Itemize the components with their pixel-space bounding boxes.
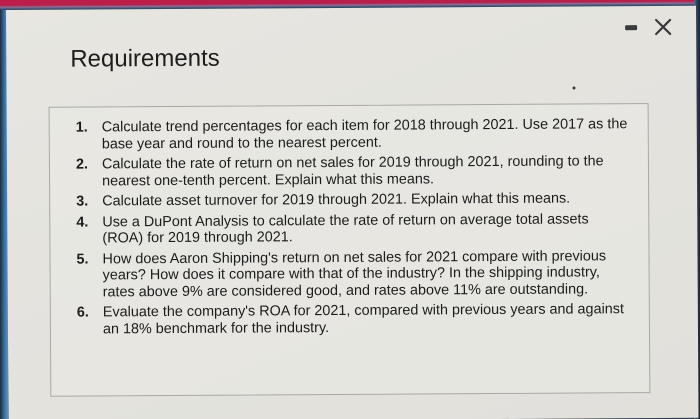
requirement-item: 1. Calculate trend percentages for each … [76,116,638,152]
requirement-number: 5. [76,251,89,268]
requirement-item: 5. How does Aaron Shipping's return on n… [76,248,638,301]
requirement-number: 2. [75,156,89,173]
requirement-number: 6. [76,304,89,321]
requirement-item: 6. Evaluate the company's ROA for 2021, … [77,301,639,337]
requirement-item: 4. Use a DuPont Analysis to calculate th… [76,211,638,247]
requirement-text: Calculate trend percentages for each ite… [101,116,628,152]
requirement-number: 1. [75,119,88,136]
minimize-button[interactable] [623,23,638,31]
close-icon [654,18,672,36]
screen-left-edge [0,10,8,419]
requirements-list: 1. Calculate trend percentages for each … [50,104,649,338]
requirement-text: Calculate asset turnover for 2019 throug… [102,190,571,210]
screen-speck [572,86,576,90]
window-controls [623,16,674,38]
requirement-text: Calculate the rate of return on net sale… [101,153,604,189]
requirement-item: 3. Calculate asset turnover for 2019 thr… [76,190,638,210]
requirement-number: 3. [76,193,89,210]
minimize-icon [624,24,637,30]
requirement-number: 4. [76,214,89,231]
requirement-item: 2. Calculate the rate of return on net s… [76,153,638,189]
requirements-dialog: Requirements 1. Calculate trend percenta… [6,5,699,419]
requirement-text: Evaluate the company's ROA for 2021, com… [102,301,624,337]
requirement-text: How does Aaron Shipping's return on net … [102,247,607,300]
requirements-panel: 1. Calculate trend percentages for each … [48,103,651,397]
requirement-text: Use a DuPont Analysis to calculate the r… [102,210,589,247]
dialog-title: Requirements [70,44,220,73]
close-button[interactable] [652,16,674,38]
